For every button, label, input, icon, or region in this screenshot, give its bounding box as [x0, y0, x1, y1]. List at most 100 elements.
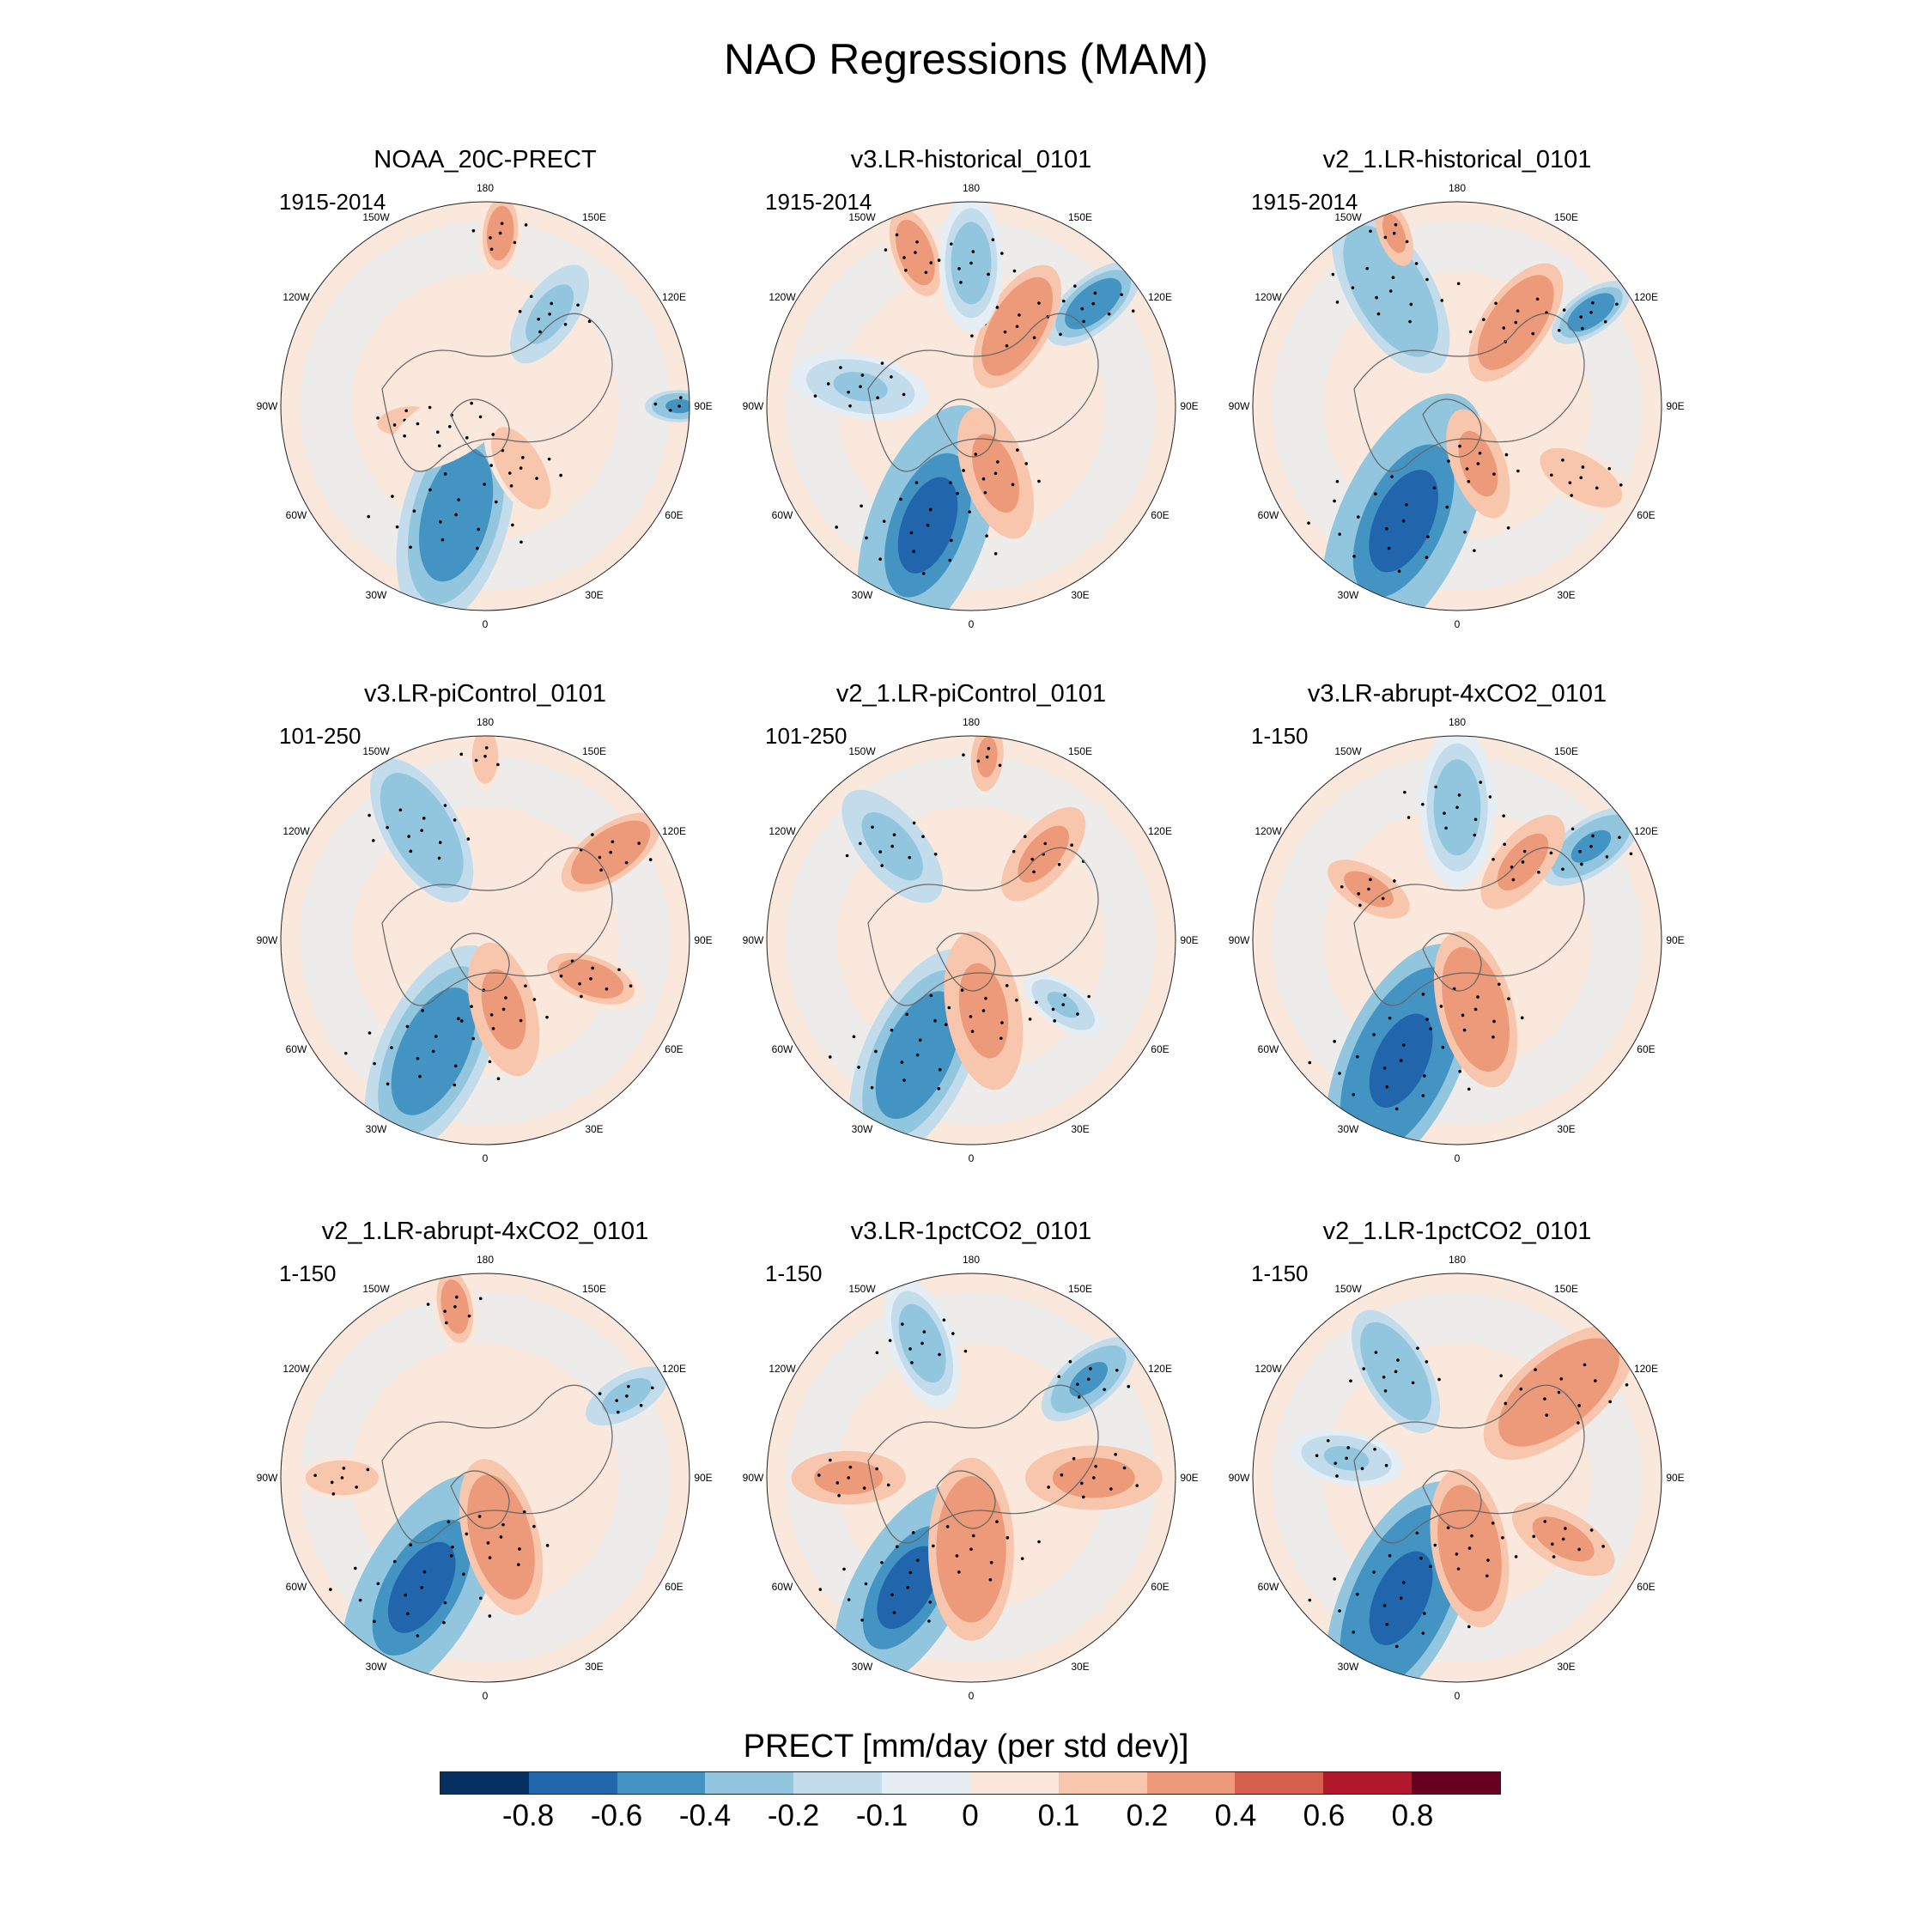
significance-dot: [1093, 291, 1097, 295]
significance-dot: [915, 240, 919, 244]
significance-dot: [637, 841, 641, 845]
significance-dot: [912, 821, 916, 825]
significance-dot: [882, 519, 886, 523]
map-panel: v3.LR-1pctCO2_0101 1-150 180 150E 120E 90E 60E…: [726, 1218, 1216, 1733]
significance-dot: [1502, 326, 1506, 330]
significance-dot: [1346, 1446, 1351, 1449]
panel-period: 1915-2014: [279, 189, 386, 215]
longitude-label: 30W: [1337, 588, 1359, 601]
significance-dot: [342, 1467, 346, 1470]
significance-dot: [486, 1541, 490, 1545]
significance-dot: [1425, 1018, 1429, 1021]
panel-title: v2_1.LR-1pctCO2_0101: [1322, 1218, 1592, 1245]
significance-dot: [1372, 1033, 1376, 1036]
significance-dot: [467, 1314, 471, 1318]
significance-dot: [1374, 492, 1377, 496]
coastline: [1422, 933, 1482, 992]
panel-period: 1-150: [1251, 723, 1309, 749]
significance-dot: [1415, 1531, 1419, 1535]
significance-dot: [437, 444, 441, 448]
significance-dot: [1391, 276, 1395, 280]
longitude-label: 180: [1448, 182, 1467, 194]
significance-dot: [1355, 1592, 1359, 1596]
significance-dot: [330, 1480, 334, 1485]
significance-dot: [957, 1571, 961, 1574]
significance-dot: [902, 392, 906, 397]
significance-dot: [813, 394, 817, 398]
significance-dot: [404, 1593, 407, 1597]
significance-dot: [368, 813, 371, 817]
longitude-label: 120W: [769, 825, 796, 837]
significance-dot: [956, 491, 959, 495]
significance-dot: [477, 1515, 482, 1518]
coastline: [450, 933, 510, 992]
significance-dot: [950, 242, 953, 246]
significance-dot: [1425, 556, 1429, 560]
significance-dot: [1333, 1040, 1336, 1043]
significance-dot: [1463, 530, 1467, 534]
significance-dot: [629, 984, 633, 988]
longitude-label: 90W: [256, 934, 278, 946]
significance-dot: [920, 1341, 924, 1346]
significance-dot: [1446, 1526, 1450, 1529]
significance-dot: [538, 330, 542, 334]
significance-dot: [412, 509, 416, 513]
significance-dot: [1307, 521, 1310, 525]
significance-dot: [1122, 1466, 1127, 1470]
significance-dot: [1421, 1631, 1425, 1635]
longitude-label: 120E: [1147, 1363, 1172, 1375]
significance-dot: [1334, 1461, 1337, 1465]
significance-dot: [1421, 993, 1425, 996]
longitude-label: 30W: [851, 1122, 873, 1135]
significance-dot: [1425, 277, 1429, 282]
significance-dot: [1591, 834, 1595, 838]
significance-dot: [1356, 515, 1360, 519]
longitude-label: 60E: [1151, 509, 1170, 521]
significance-dot: [1437, 1377, 1441, 1382]
significance-dot: [331, 1492, 336, 1496]
neutral-band: [1272, 1292, 1643, 1663]
longitude-label: 150W: [362, 745, 390, 758]
significance-dot: [651, 1386, 654, 1390]
significance-dot: [422, 1570, 427, 1574]
significance-dot: [1057, 1375, 1061, 1379]
significance-dot: [1545, 1413, 1549, 1417]
longitude-label: 120E: [661, 825, 686, 837]
significance-dot: [1070, 843, 1073, 848]
significance-dot: [609, 850, 613, 854]
significance-dot: [390, 1046, 393, 1049]
significance-dot: [1015, 998, 1018, 1002]
colorbar-tick-label: 0: [962, 1799, 979, 1832]
polar-map: [766, 1273, 1176, 1683]
significance-dot: [1494, 301, 1498, 306]
significance-dot: [847, 1598, 851, 1601]
significance-dot: [504, 996, 507, 999]
coastline: [1353, 847, 1585, 1006]
significance-dot: [367, 514, 371, 519]
significance-dot: [1543, 1397, 1546, 1400]
significance-dot: [1467, 1546, 1472, 1550]
significance-dot: [1615, 302, 1619, 307]
coastline: [1422, 1470, 1482, 1529]
map-panel: v3.LR-abrupt-4xCO2_0101 1-150 180 150E 120E 9…: [1212, 680, 1702, 1195]
significance-dot: [880, 864, 884, 867]
significance-dot: [949, 481, 952, 484]
significance-dot: [909, 531, 914, 535]
significance-dot: [1365, 266, 1370, 270]
significance-dot: [835, 526, 838, 529]
longitude-label: 30W: [1337, 1122, 1359, 1135]
significance-dot: [442, 1620, 446, 1625]
longitude-label: 90W: [1228, 1472, 1250, 1484]
significance-dot: [1433, 1543, 1437, 1547]
significance-dot: [981, 477, 986, 481]
significance-dot: [1605, 855, 1609, 859]
neutral-band: [1272, 221, 1643, 592]
longitude-label: 90E: [1180, 400, 1199, 412]
significance-dot: [545, 1015, 549, 1019]
significance-dot: [1061, 1003, 1066, 1006]
significance-dot: [483, 483, 486, 486]
longitude-label: 120E: [1633, 825, 1658, 837]
polar-map: [1252, 1273, 1662, 1683]
panel-period: 1-150: [765, 1261, 823, 1286]
longitude-label: 60W: [771, 1043, 793, 1055]
